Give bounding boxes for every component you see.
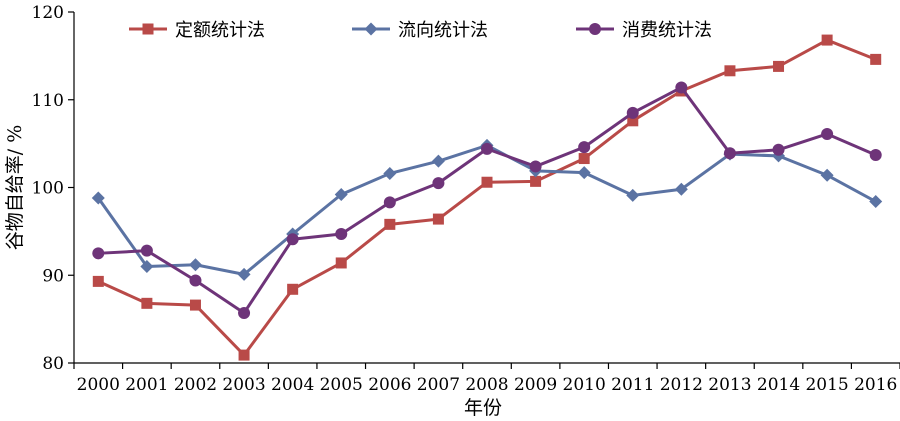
y-tick-label: 90: [42, 266, 64, 286]
x-tick-label: 2001: [125, 375, 168, 395]
legend-marker: [589, 23, 601, 35]
data-point: [92, 275, 104, 287]
legend: 定额统计法 流向统计法 消费统计法: [129, 20, 712, 41]
series-3: [92, 81, 882, 319]
x-tick-label: 2000: [77, 375, 120, 395]
data-point: [238, 306, 251, 319]
x-tick-label: 2010: [563, 375, 606, 395]
data-point: [189, 299, 201, 311]
legend-marker: [364, 22, 378, 36]
data-point: [383, 196, 396, 209]
y-tick-label: 110: [32, 91, 64, 111]
data-point: [578, 141, 591, 154]
x-tick-labels: 2000 2001 2002 2003 2004 2005 2006 2007 2008 2009…: [77, 375, 898, 395]
x-axis-title: 年份: [464, 397, 502, 419]
y-tick-labels: 80 90 100 110 120: [32, 3, 64, 374]
series-2: [91, 138, 883, 281]
data-point: [530, 175, 542, 187]
x-tick-label: 2007: [417, 375, 460, 395]
series-line: [97, 38, 877, 357]
data-point: [432, 177, 445, 190]
data-point: [141, 297, 153, 309]
x-tick-label: 2004: [271, 375, 314, 395]
x-tick-label: 2014: [757, 375, 800, 395]
data-point: [821, 127, 834, 140]
data-point: [869, 195, 883, 209]
legend-item-2: 流向统计法: [352, 20, 488, 41]
data-point: [91, 191, 105, 205]
x-tick-label: 2003: [222, 375, 265, 395]
series-layer: [91, 34, 883, 361]
y-tick-label: 120: [32, 3, 64, 23]
data-point: [820, 168, 834, 182]
x-tick-label: 2006: [368, 375, 411, 395]
x-tick-label: 2016: [854, 375, 897, 395]
data-point: [869, 149, 882, 162]
data-point: [286, 233, 299, 246]
x-tick-label: 2005: [320, 375, 363, 395]
data-point: [287, 283, 299, 295]
data-point: [481, 176, 493, 188]
data-point: [140, 259, 154, 273]
series-1: [92, 34, 882, 361]
data-point: [674, 182, 688, 196]
y-axis-title: 谷物自给率/ %: [4, 125, 26, 251]
data-point: [237, 267, 251, 281]
x-tick-label: 2009: [514, 375, 557, 395]
data-point: [724, 65, 736, 77]
data-point: [626, 106, 639, 119]
legend-marker: [142, 23, 154, 35]
data-point: [188, 258, 202, 272]
y-tick-label: 80: [42, 354, 64, 374]
legend-label: 消费统计法: [622, 20, 712, 41]
legend-label: 定额统计法: [175, 20, 265, 41]
data-point: [772, 143, 785, 156]
data-point: [335, 228, 348, 241]
data-point: [773, 60, 785, 72]
legend-item-1: 定额统计法: [129, 20, 265, 41]
data-point: [189, 274, 202, 287]
data-point: [675, 81, 688, 94]
data-point: [529, 160, 542, 173]
data-point: [335, 257, 347, 269]
data-point: [334, 188, 348, 202]
data-point: [92, 247, 105, 260]
x-tick-label: 2012: [660, 375, 703, 395]
data-point: [238, 349, 250, 361]
data-point: [140, 244, 153, 257]
y-tick-label: 100: [32, 179, 64, 199]
data-point: [384, 218, 396, 230]
x-tick-label: 2002: [174, 375, 217, 395]
legend-label: 流向统计法: [398, 20, 488, 41]
data-point: [626, 188, 640, 202]
axes: [68, 11, 900, 369]
data-point: [383, 166, 397, 180]
x-tick-label: 2013: [708, 375, 751, 395]
data-point: [577, 166, 591, 180]
data-point: [432, 213, 444, 225]
x-tick-label: 2011: [611, 375, 654, 395]
x-tick-label: 2015: [805, 375, 848, 395]
series-line: [97, 143, 877, 276]
data-point: [870, 53, 882, 65]
x-tick-label: 2008: [465, 375, 508, 395]
data-point: [723, 147, 736, 160]
data-point: [627, 115, 639, 127]
data-point: [578, 153, 590, 165]
data-point: [481, 142, 493, 155]
legend-item-3: 消费统计法: [576, 20, 712, 41]
data-point: [431, 154, 445, 168]
data-point: [821, 34, 833, 46]
series-line: [98, 85, 877, 315]
